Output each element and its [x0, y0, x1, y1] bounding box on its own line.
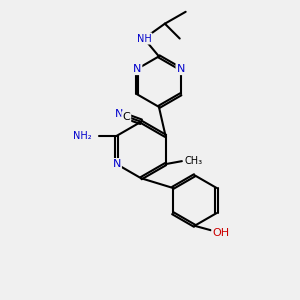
Text: NH₂: NH₂	[73, 131, 92, 141]
Text: N: N	[112, 159, 121, 169]
Text: N: N	[133, 64, 141, 74]
Text: N: N	[177, 64, 185, 74]
Text: C: C	[122, 112, 130, 122]
Text: NH: NH	[137, 34, 152, 44]
Text: N: N	[115, 109, 123, 119]
Text: OH: OH	[212, 228, 230, 238]
Text: CH₃: CH₃	[185, 156, 203, 166]
